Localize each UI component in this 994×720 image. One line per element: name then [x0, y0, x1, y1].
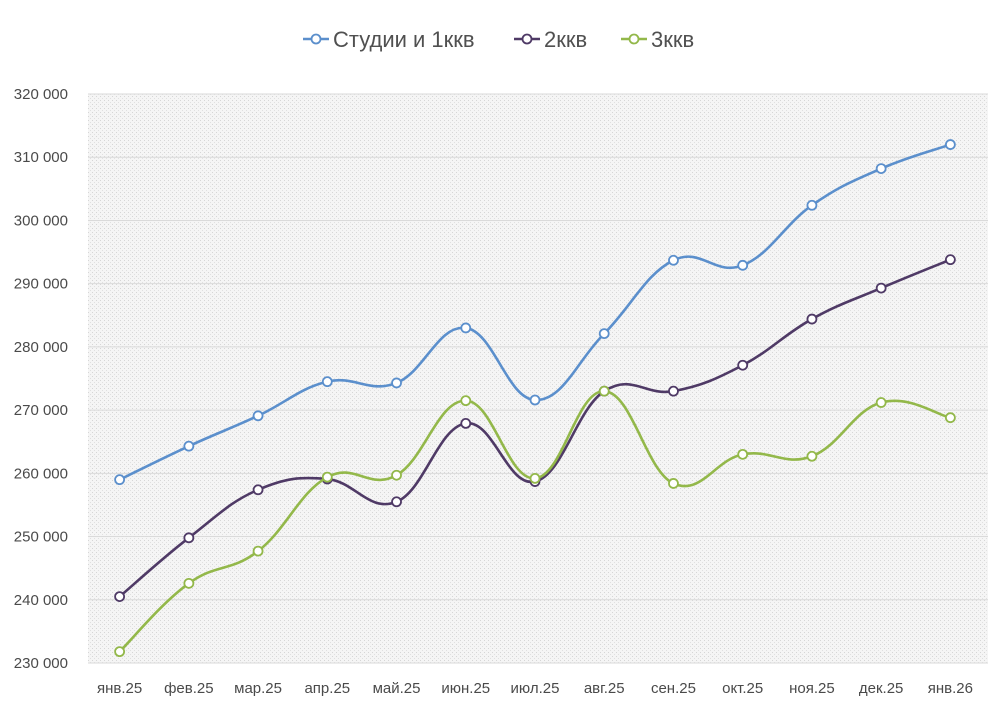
data-point[interactable] [114, 591, 126, 603]
y-tick-label: 280 000 [14, 339, 68, 356]
x-tick-label: окт.25 [722, 680, 763, 697]
series-group [114, 385, 956, 658]
data-point[interactable] [252, 410, 264, 422]
data-point[interactable] [944, 254, 956, 266]
data-point[interactable] [183, 532, 195, 544]
data-point[interactable] [321, 471, 333, 483]
data-point[interactable] [391, 469, 402, 481]
y-tick-label: 320 000 [14, 86, 68, 103]
data-point[interactable] [668, 385, 679, 397]
y-tick-label: 250 000 [14, 529, 68, 546]
data-point[interactable] [806, 450, 818, 462]
y-tick-label: 230 000 [14, 655, 68, 672]
y-axis: 230 000 240 000 250 000 260 000 270 000 280 0… [14, 86, 68, 672]
data-point[interactable] [114, 474, 126, 486]
legend-label: 2ккв [544, 27, 587, 52]
legend-marker [521, 33, 533, 45]
legend-label: Студии и 1ккв [333, 27, 475, 52]
data-point[interactable] [875, 282, 887, 294]
data-point[interactable] [460, 417, 472, 429]
data-point[interactable] [668, 254, 679, 266]
data-point[interactable] [598, 328, 610, 340]
x-tick-label: май.25 [373, 680, 421, 697]
y-tick-label: 270 000 [14, 402, 68, 419]
plot-area [88, 94, 988, 663]
legend-marker [310, 33, 322, 45]
data-point[interactable] [737, 259, 749, 271]
legend-item[interactable]: 3ккв [621, 27, 694, 52]
data-point[interactable] [806, 313, 818, 325]
data-point[interactable] [391, 496, 402, 508]
legend-item[interactable]: 2ккв [514, 27, 587, 52]
gridlines [88, 93, 988, 664]
x-tick-label: июл.25 [511, 680, 560, 697]
y-tick-label: 310 000 [14, 149, 68, 166]
data-point[interactable] [321, 376, 333, 388]
y-tick-label: 240 000 [14, 592, 68, 609]
data-point[interactable] [875, 397, 887, 408]
x-tick-label: авг.25 [584, 680, 625, 697]
data-point[interactable] [183, 577, 195, 589]
x-tick-label: апр.25 [304, 680, 350, 697]
x-tick-label: ноя.25 [789, 680, 835, 697]
y-tick-label: 300 000 [14, 212, 68, 229]
data-point[interactable] [529, 394, 541, 406]
x-tick-label: янв.26 [928, 680, 973, 697]
series-lines [114, 139, 956, 658]
data-point[interactable] [460, 395, 472, 407]
x-axis: янв.25 фев.25 мар.25 апр.25 май.25 июн.25 июл.… [97, 680, 973, 697]
data-point[interactable] [114, 646, 126, 658]
x-tick-label: фев.25 [164, 680, 214, 697]
data-point[interactable] [737, 448, 749, 460]
data-point[interactable] [598, 385, 610, 397]
legend[interactable]: Студии и 1ккв 2ккв 3ккв [303, 27, 694, 52]
x-tick-label: мар.25 [234, 680, 282, 697]
x-tick-label: дек.25 [859, 680, 904, 697]
data-point[interactable] [944, 412, 956, 424]
data-point[interactable] [944, 139, 956, 150]
data-point[interactable] [183, 440, 195, 452]
data-point[interactable] [252, 545, 264, 557]
legend-item[interactable]: Студии и 1ккв [303, 27, 475, 52]
data-point[interactable] [529, 472, 541, 484]
legend-label: 3ккв [651, 27, 694, 52]
x-tick-label: янв.25 [97, 680, 142, 697]
x-tick-label: июн.25 [441, 680, 490, 697]
y-tick-label: 260 000 [14, 465, 68, 482]
data-point[interactable] [806, 199, 818, 211]
x-tick-label: сен.25 [651, 680, 696, 697]
data-point[interactable] [668, 478, 679, 489]
y-tick-label: 290 000 [14, 276, 68, 293]
data-point[interactable] [875, 163, 887, 175]
data-point[interactable] [391, 377, 402, 389]
data-point[interactable] [460, 322, 472, 334]
series-group [114, 139, 956, 486]
legend-marker [628, 33, 640, 45]
data-point[interactable] [737, 359, 749, 371]
data-point[interactable] [252, 484, 264, 496]
